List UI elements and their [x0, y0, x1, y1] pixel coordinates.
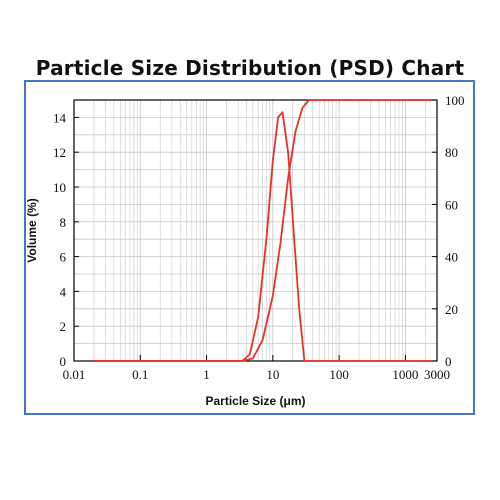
grid-layer [74, 99, 437, 361]
x-tick-label: 0.01 [63, 367, 86, 382]
chart-title: Particle Size Distribution (PSD) Chart [35, 56, 465, 80]
x-tick-label: 100 [329, 367, 349, 382]
y-right-tick-label: 40 [445, 250, 458, 265]
x-tick-label: 0.1 [132, 367, 148, 382]
x-tick-label: 1000 [392, 367, 418, 382]
plot-border [73, 99, 438, 362]
y-left-tick-label: 6 [60, 250, 67, 265]
cumulative-curve [94, 99, 432, 362]
y-right-tick-label: 60 [445, 197, 458, 212]
y-left-tick-label: 14 [53, 110, 67, 125]
y-axis-label: Volume (%) [25, 198, 39, 262]
x-axis-label: Particle Size (μm) [205, 394, 305, 408]
y-right-tick-label: 0 [445, 354, 452, 369]
y-right-tick-label: 80 [445, 145, 458, 160]
y-left-tick-label: 2 [60, 319, 67, 334]
y-right-tick-label: 100 [445, 93, 465, 108]
x-tick-label: 10 [266, 367, 279, 382]
y-left-tick-label: 12 [53, 145, 66, 160]
chart-frame [24, 80, 475, 415]
x-tick-label: 3000 [424, 367, 450, 382]
y-right-tick-label: 20 [445, 302, 458, 317]
y-left-tick-label: 10 [53, 180, 66, 195]
y-left-tick-label: 0 [60, 354, 67, 369]
curves-layer [94, 99, 432, 362]
x-tick-label: 1 [203, 367, 210, 382]
ticks-layer [73, 99, 438, 362]
y-left-tick-label: 4 [60, 284, 67, 299]
labels-layer: 0 2 4 6 8 10 12 14 0 20 40 60 80 100 0.01 0.1 1 10 100 1000… [53, 93, 465, 382]
frequency-curve [94, 111, 432, 362]
y-left-tick-label: 8 [60, 215, 67, 230]
